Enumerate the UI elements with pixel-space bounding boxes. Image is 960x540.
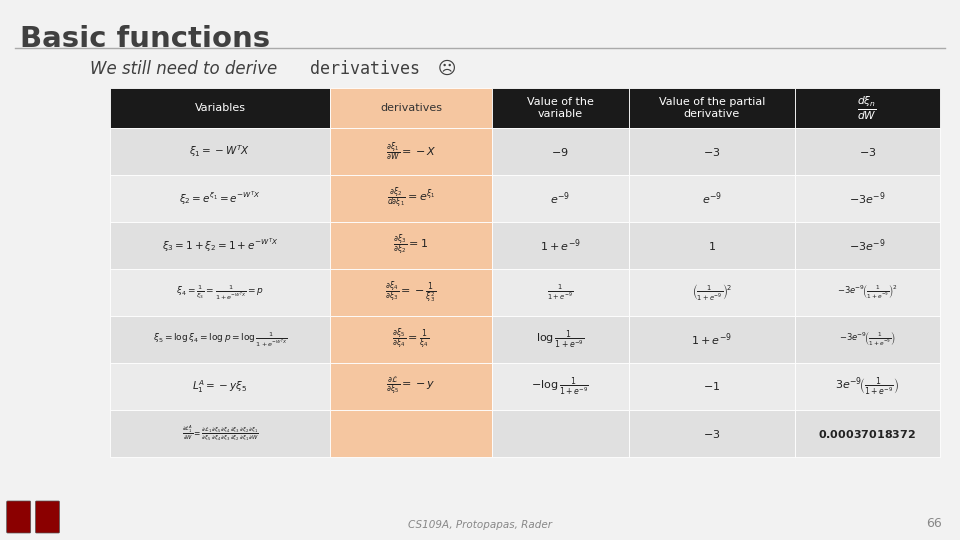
Bar xyxy=(629,88,795,128)
Bar xyxy=(795,175,940,222)
Bar xyxy=(110,175,330,222)
Bar xyxy=(492,410,629,457)
Text: $\xi_1 = -W^TX$: $\xi_1 = -W^TX$ xyxy=(189,144,251,159)
Text: $\xi_5 = \log\xi_4 = \log p = \log\frac{1}{1+e^{-W^TX}}$: $\xi_5 = \log\xi_4 = \log p = \log\frac{… xyxy=(153,330,287,349)
Text: $-\log\frac{1}{1+e^{-9}}$: $-\log\frac{1}{1+e^{-9}}$ xyxy=(531,375,589,398)
Text: $\mathrm{-3}$: $\mathrm{-3}$ xyxy=(858,145,876,158)
Bar xyxy=(629,128,795,175)
Text: $\xi_3 = 1+\xi_2 = 1+e^{-W^TX}$: $\xi_3 = 1+\xi_2 = 1+e^{-W^TX}$ xyxy=(161,237,278,254)
Text: Value of the partial
derivative: Value of the partial derivative xyxy=(659,97,765,119)
Bar xyxy=(492,363,629,410)
Text: $-3$: $-3$ xyxy=(703,428,720,440)
Text: $\frac{\partial \xi_3}{\partial \xi_2} = 1$: $\frac{\partial \xi_3}{\partial \xi_2} =… xyxy=(394,233,428,258)
Bar xyxy=(629,363,795,410)
Bar xyxy=(629,175,795,222)
Bar xyxy=(492,222,629,269)
Text: $\mathrm{-3}$: $\mathrm{-3}$ xyxy=(703,145,720,158)
Bar xyxy=(330,128,492,175)
Bar xyxy=(492,88,629,128)
Bar xyxy=(110,269,330,316)
Bar xyxy=(330,88,492,128)
Bar xyxy=(110,128,330,175)
Bar xyxy=(629,222,795,269)
Bar xyxy=(795,269,940,316)
Text: Value of the
variable: Value of the variable xyxy=(527,97,593,119)
Bar xyxy=(629,269,795,316)
Text: Variables: Variables xyxy=(195,103,246,113)
Bar xyxy=(110,316,330,363)
Text: $3e^{-9}\!\left(\frac{1}{1+e^{-9}}\right)$: $3e^{-9}\!\left(\frac{1}{1+e^{-9}}\right… xyxy=(835,375,900,398)
Text: $\frac{d\xi_n}{dW}$: $\frac{d\xi_n}{dW}$ xyxy=(857,94,877,122)
Bar xyxy=(795,88,940,128)
Bar xyxy=(795,410,940,457)
FancyBboxPatch shape xyxy=(36,501,60,533)
Bar xyxy=(795,128,940,175)
Bar xyxy=(629,316,795,363)
Bar xyxy=(330,363,492,410)
Bar xyxy=(795,222,940,269)
Bar xyxy=(110,410,330,457)
Text: $-1$: $-1$ xyxy=(703,381,720,393)
Text: derivatives: derivatives xyxy=(310,60,420,78)
Bar xyxy=(330,269,492,316)
Bar xyxy=(795,316,940,363)
Text: $-9$: $-9$ xyxy=(551,145,569,158)
Text: $\frac{\partial \xi_4}{\partial \xi_3} = -\frac{1}{\xi_3^2}$: $\frac{\partial \xi_4}{\partial \xi_3} =… xyxy=(385,279,437,306)
Text: $\left(\frac{1}{1+e^{-9}}\right)^{\!2}$: $\left(\frac{1}{1+e^{-9}}\right)^{\!2}$ xyxy=(692,282,732,302)
Text: $1$: $1$ xyxy=(708,240,716,252)
Text: $1+e^{-9}$: $1+e^{-9}$ xyxy=(691,331,732,348)
Bar xyxy=(492,175,629,222)
Bar xyxy=(330,222,492,269)
Text: $\frac{1}{1+e^{-9}}$: $\frac{1}{1+e^{-9}}$ xyxy=(547,283,573,302)
Bar xyxy=(330,410,492,457)
Text: derivatives: derivatives xyxy=(380,103,442,113)
FancyBboxPatch shape xyxy=(7,501,31,533)
Text: $\mathrm{-3}e^{-9}\!\left(\frac{1}{1+e^{-9}}\right)^{\!2}$: $\mathrm{-3}e^{-9}\!\left(\frac{1}{1+e^{… xyxy=(837,284,898,301)
Bar xyxy=(492,269,629,316)
Text: $\mathrm{-3}e^{-9}\!\left(\frac{1}{1+e^{-9}}\right)$: $\mathrm{-3}e^{-9}\!\left(\frac{1}{1+e^{… xyxy=(839,331,896,348)
Text: $1+e^{-9}$: $1+e^{-9}$ xyxy=(540,237,581,254)
Text: $\xi_2 = e^{\xi_1} = e^{-W^TX}$: $\xi_2 = e^{\xi_1} = e^{-W^TX}$ xyxy=(179,190,261,207)
Bar xyxy=(492,128,629,175)
Text: $e^{-9}$: $e^{-9}$ xyxy=(550,190,570,207)
Bar xyxy=(110,88,330,128)
Bar xyxy=(110,363,330,410)
Text: $\mathrm{-3}e^{-9}$: $\mathrm{-3}e^{-9}$ xyxy=(849,190,886,207)
Bar xyxy=(330,175,492,222)
Text: Basic functions: Basic functions xyxy=(20,25,270,53)
Text: $\mathbf{0.00037018372}$: $\mathbf{0.00037018372}$ xyxy=(818,428,917,440)
Text: $\frac{\partial \xi_1}{\partial W} = -X$: $\frac{\partial \xi_1}{\partial W} = -X$ xyxy=(386,140,436,163)
Text: $\log\frac{1}{1+e^{-9}}$: $\log\frac{1}{1+e^{-9}}$ xyxy=(536,328,585,351)
Text: $\frac{\partial \mathcal{L}_1^A}{\partial W} = \frac{\partial \mathcal{L}_1}{\pa: $\frac{\partial \mathcal{L}_1^A}{\partia… xyxy=(181,424,258,443)
Text: $\xi_4 = \frac{1}{\xi_3} = \frac{1}{1+e^{-W^TX}} = p$: $\xi_4 = \frac{1}{\xi_3} = \frac{1}{1+e^… xyxy=(176,284,264,302)
Text: We still need to derive: We still need to derive xyxy=(90,60,288,78)
Text: $L_1^A = -y\xi_5$: $L_1^A = -y\xi_5$ xyxy=(192,378,248,395)
Bar xyxy=(629,410,795,457)
Text: $\frac{\partial \mathcal{L}}{\partial \xi_5} = -y$: $\frac{\partial \mathcal{L}}{\partial \x… xyxy=(386,376,436,397)
Text: $\mathrm{-3}e^{-9}$: $\mathrm{-3}e^{-9}$ xyxy=(849,237,886,254)
Text: ☹: ☹ xyxy=(432,60,457,78)
Text: 66: 66 xyxy=(926,517,942,530)
Bar xyxy=(492,316,629,363)
Text: CS109A, Protopapas, Rader: CS109A, Protopapas, Rader xyxy=(408,520,552,530)
Bar xyxy=(330,316,492,363)
Text: $e^{-9}$: $e^{-9}$ xyxy=(702,190,722,207)
Text: $\frac{\partial \xi_2}{d\partial \xi_1} = e^{\xi_1}$: $\frac{\partial \xi_2}{d\partial \xi_1} … xyxy=(387,186,435,211)
Text: $\frac{\partial \xi_5}{\partial \xi_4} = \frac{1}{\xi_4}$: $\frac{\partial \xi_5}{\partial \xi_4} =… xyxy=(393,327,429,352)
Bar xyxy=(795,363,940,410)
Bar xyxy=(110,222,330,269)
